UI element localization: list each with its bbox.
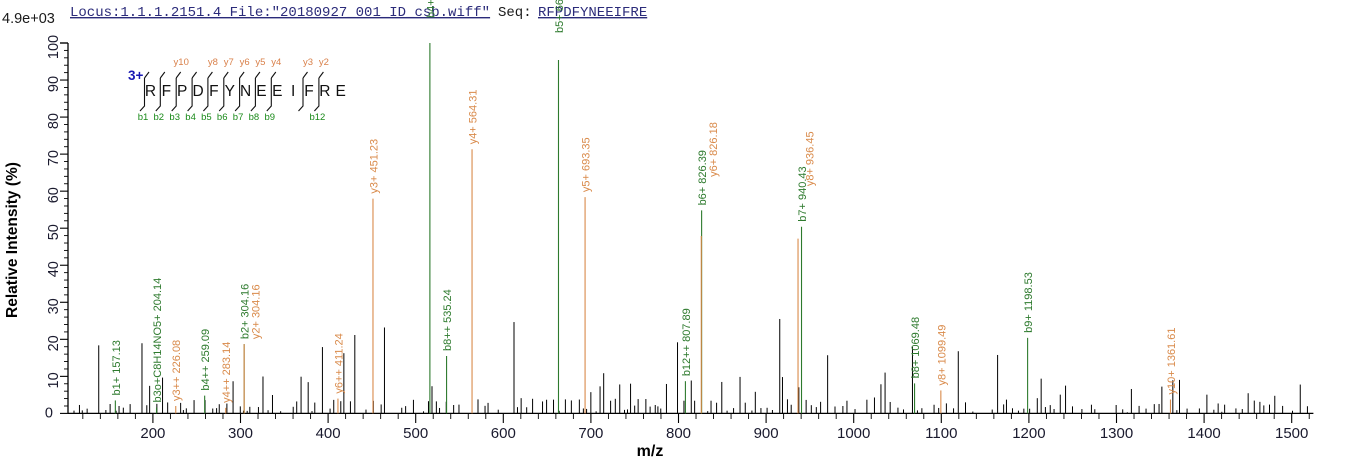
svg-text:P: P — [177, 83, 187, 100]
svg-text:Seq:: Seq: — [498, 5, 532, 21]
svg-text:R: R — [145, 83, 156, 100]
svg-text:y4: y4 — [271, 57, 281, 68]
svg-text:y2+ 304.16: y2+ 304.16 — [251, 284, 263, 339]
svg-text:70: 70 — [46, 150, 62, 166]
svg-text:E: E — [336, 83, 346, 100]
svg-text:900: 900 — [754, 425, 779, 442]
svg-text:40: 40 — [46, 261, 62, 277]
svg-text:y3: y3 — [303, 57, 313, 68]
svg-text:b5: b5 — [201, 112, 212, 123]
svg-text:Y: Y — [225, 83, 235, 100]
svg-text:1500: 1500 — [1275, 425, 1308, 442]
svg-text:100: 100 — [46, 35, 62, 59]
svg-text:y3++ 226.08: y3++ 226.08 — [171, 340, 183, 401]
svg-text:y6: y6 — [240, 57, 250, 68]
svg-text:y4++ 283.14: y4++ 283.14 — [221, 342, 233, 403]
svg-text:y5+ 693.35: y5+ 693.35 — [581, 137, 593, 192]
svg-text:500: 500 — [403, 425, 428, 442]
svg-text:b9: b9 — [265, 112, 276, 123]
svg-text:b8+ 1069.48: b8+ 1069.48 — [910, 317, 922, 378]
svg-text:1300: 1300 — [1100, 425, 1133, 442]
svg-text:80: 80 — [46, 113, 62, 129]
svg-text:60: 60 — [46, 187, 62, 203]
svg-text:y7: y7 — [224, 57, 234, 68]
svg-text:b4+ 516.2: b4+ 516.2 — [425, 0, 437, 18]
svg-text:y4+ 564.31: y4+ 564.31 — [468, 90, 480, 145]
svg-text:F: F — [209, 83, 218, 100]
svg-text:b8++ 535.24: b8++ 535.24 — [442, 289, 454, 351]
svg-text:y6++ 411.24: y6++ 411.24 — [333, 333, 345, 393]
svg-text:b6: b6 — [217, 112, 228, 123]
svg-text:m/z: m/z — [637, 443, 664, 460]
svg-text:b12: b12 — [309, 112, 325, 123]
svg-text:N: N — [240, 83, 251, 100]
svg-text:Relative Intensity (%): Relative Intensity (%) — [4, 162, 21, 318]
svg-text:1100: 1100 — [925, 425, 957, 442]
svg-text:y8: y8 — [208, 57, 218, 68]
svg-text:y8+ 936.45: y8+ 936.45 — [805, 131, 817, 186]
svg-text:D: D — [192, 83, 203, 100]
svg-text:y10+ 1361.61: y10+ 1361.61 — [1166, 328, 1178, 395]
svg-text:b8: b8 — [249, 112, 260, 123]
svg-text:E: E — [256, 83, 266, 100]
svg-text:b2: b2 — [154, 112, 165, 123]
svg-text:b9+ 1198.53: b9+ 1198.53 — [1023, 272, 1035, 333]
svg-text:20: 20 — [46, 335, 62, 351]
svg-text:E: E — [272, 83, 282, 100]
svg-text:y5: y5 — [255, 57, 265, 68]
svg-text:b1: b1 — [138, 112, 149, 123]
svg-text:y2: y2 — [319, 57, 329, 68]
svg-text:30: 30 — [46, 298, 62, 314]
svg-text:200: 200 — [140, 425, 165, 442]
svg-text:50: 50 — [46, 224, 62, 240]
svg-text:b4++ 259.09: b4++ 259.09 — [200, 329, 212, 391]
svg-text:600: 600 — [491, 425, 516, 442]
svg-text:4.9e+03: 4.9e+03 — [2, 11, 55, 27]
svg-text:b3o+C8H14NO5+ 204.14: b3o+C8H14NO5+ 204.14 — [152, 278, 164, 403]
svg-text:0: 0 — [45, 405, 53, 421]
svg-text:y6+ 826.18: y6+ 826.18 — [708, 122, 720, 177]
svg-text:b3: b3 — [169, 112, 180, 123]
svg-text:90: 90 — [46, 76, 62, 92]
svg-text:1200: 1200 — [1012, 425, 1045, 442]
svg-text:b12++ 807.89: b12++ 807.89 — [681, 308, 693, 376]
svg-text:F: F — [304, 83, 313, 100]
svg-text:y3+ 451.23: y3+ 451.23 — [368, 139, 380, 194]
svg-text:800: 800 — [666, 425, 691, 442]
svg-text:y8+ 1099.49: y8+ 1099.49 — [936, 325, 948, 386]
svg-text:10: 10 — [46, 372, 62, 388]
svg-text:b5+ 663.35: b5+ 663.35 — [554, 0, 566, 33]
svg-text:1400: 1400 — [1187, 425, 1220, 442]
svg-text:1000: 1000 — [837, 425, 870, 442]
svg-text:3+: 3+ — [128, 68, 144, 83]
svg-text:b1+ 157.13: b1+ 157.13 — [111, 340, 123, 395]
svg-text:700: 700 — [578, 425, 603, 442]
svg-text:I: I — [291, 83, 295, 100]
svg-text:300: 300 — [228, 425, 253, 442]
svg-text:b4: b4 — [185, 112, 196, 123]
svg-text:400: 400 — [316, 425, 341, 442]
svg-text:y10: y10 — [174, 57, 189, 68]
svg-text:F: F — [162, 83, 171, 100]
svg-text:R: R — [319, 83, 330, 100]
svg-text:b7: b7 — [233, 112, 244, 123]
